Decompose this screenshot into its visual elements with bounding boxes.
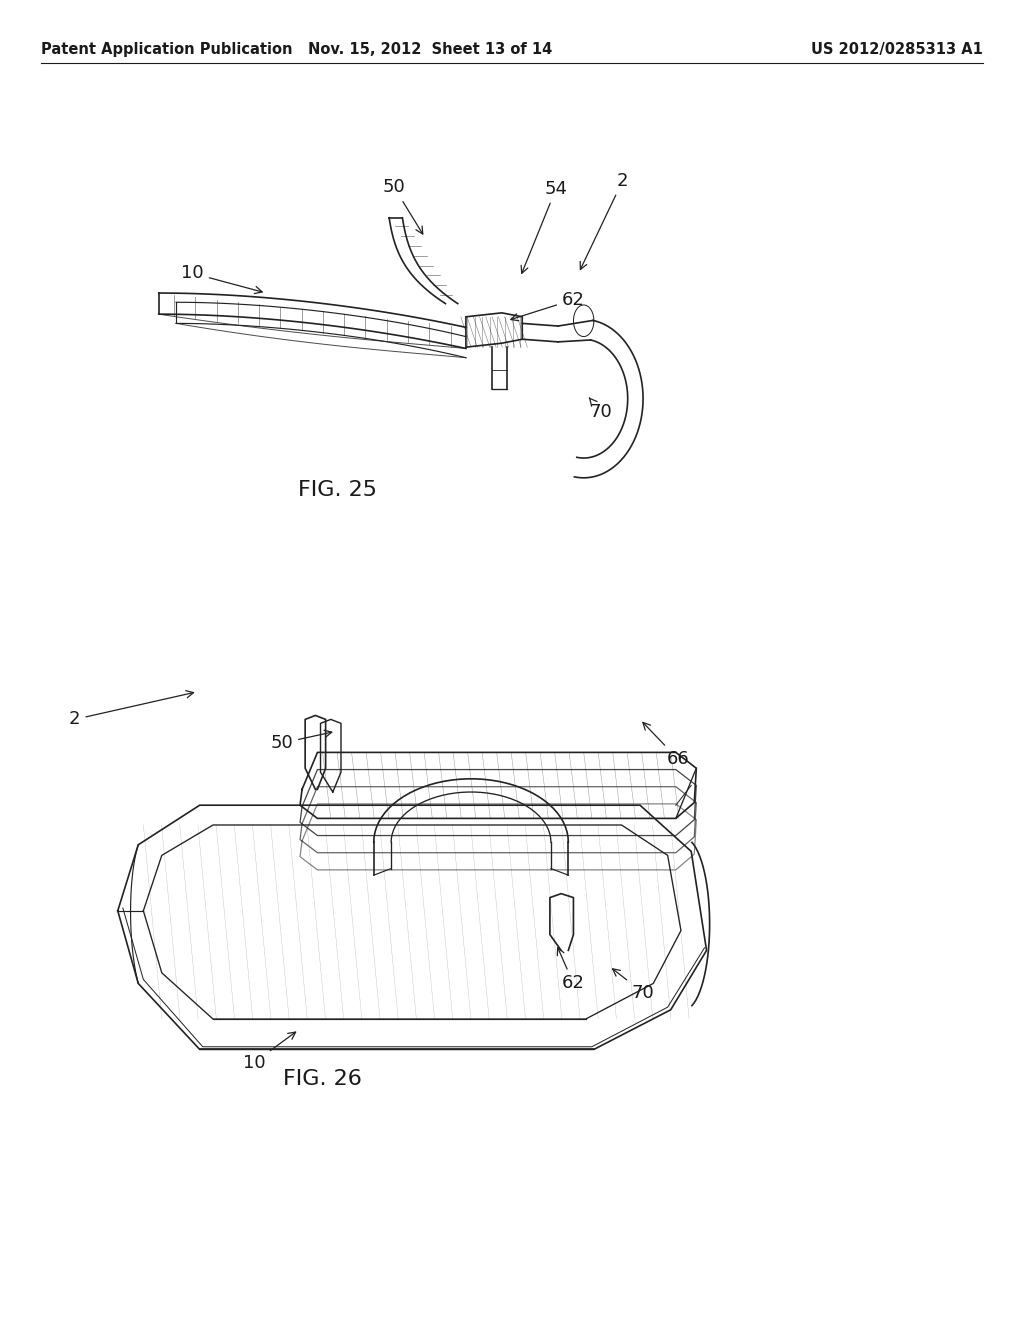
Text: 10: 10 [181, 264, 262, 293]
Text: 70: 70 [612, 969, 654, 1002]
Text: US 2012/0285313 A1: US 2012/0285313 A1 [811, 42, 983, 57]
Text: 62: 62 [511, 290, 585, 321]
Text: 2: 2 [581, 172, 629, 269]
Text: Nov. 15, 2012  Sheet 13 of 14: Nov. 15, 2012 Sheet 13 of 14 [308, 42, 552, 57]
Text: 66: 66 [643, 722, 689, 768]
Text: Patent Application Publication: Patent Application Publication [41, 42, 293, 57]
Text: 62: 62 [557, 948, 585, 993]
Text: 70: 70 [589, 397, 612, 421]
Text: FIG. 26: FIG. 26 [283, 1069, 362, 1089]
Text: 10: 10 [243, 1032, 296, 1072]
Text: 2: 2 [69, 690, 194, 729]
Text: 54: 54 [521, 180, 567, 273]
Text: 50: 50 [270, 730, 332, 752]
Text: 50: 50 [383, 178, 423, 234]
Text: FIG. 25: FIG. 25 [298, 480, 378, 500]
